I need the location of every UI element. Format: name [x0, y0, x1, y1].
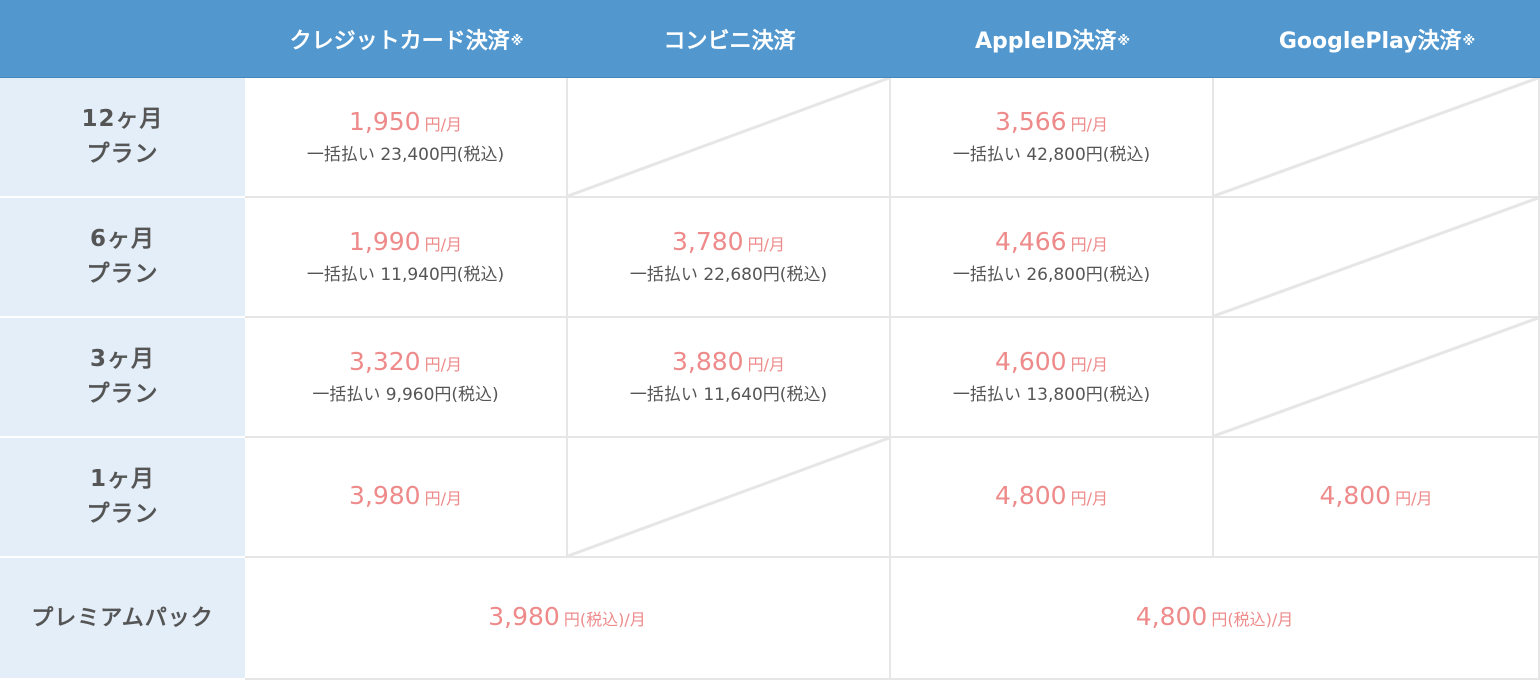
header-google-play-label: GooglePlay決済	[1278, 28, 1462, 54]
price-value: 4,800	[1135, 601, 1208, 631]
cell-1m-apple: 4,800 円/月	[891, 438, 1214, 558]
lump-sum-note: 一括払い 26,800円(税込)	[952, 264, 1151, 285]
price: 3,320 円/月	[349, 346, 462, 381]
header-apple-id: AppleID決済 ※	[891, 0, 1214, 78]
price-unit: 円/月	[1070, 114, 1108, 134]
header-apple-id-note-mark: ※	[1117, 34, 1131, 49]
lump-sum-note: 一括払い 13,800円(税込)	[952, 384, 1151, 405]
unavailable-diagonal	[568, 78, 889, 196]
cell-premium-apple-google: 4,800 円(税込)/月	[891, 558, 1540, 680]
cell-1m-google: 4,800 円/月	[1214, 438, 1540, 558]
price: 3,780 円/月	[672, 226, 785, 261]
unavailable-diagonal	[1214, 78, 1538, 196]
row-header-plan: プラン	[86, 141, 159, 167]
price-value: 3,320	[349, 346, 421, 376]
header-credit-card-note-mark: ※	[510, 34, 524, 49]
price: 3,880 円/月	[672, 346, 785, 381]
price: 3,566 円/月	[995, 106, 1108, 141]
price-unit: 円/月	[424, 354, 462, 374]
price-unit: 円/月	[747, 234, 785, 254]
header-corner-cell	[0, 0, 245, 78]
price: 4,600 円/月	[995, 346, 1108, 381]
price-value: 3,880	[672, 346, 744, 376]
price-unit: 円/月	[1070, 354, 1108, 374]
row-header-term: 3ヶ月	[89, 346, 155, 372]
unavailable-diagonal	[1214, 198, 1538, 316]
lump-sum-note: 一括払い 23,400円(税込)	[306, 144, 505, 165]
header-credit-card: クレジットカード決済 ※	[245, 0, 568, 78]
cell-12m-google-unavailable	[1214, 78, 1540, 198]
header-convenience-store-label: コンビニ決済	[663, 28, 796, 54]
price: 3,980 円/月	[349, 480, 462, 515]
row-header-plan: プラン	[86, 501, 159, 527]
price: 3,980 円(税込)/月	[488, 601, 645, 636]
price: 4,800 円(税込)/月	[1136, 601, 1293, 636]
price: 4,466 円/月	[995, 226, 1108, 261]
price-value: 3,566	[995, 106, 1067, 136]
price-unit: 円/月	[1070, 234, 1108, 254]
price: 4,800 円/月	[995, 480, 1108, 515]
row-header-1-month: 1ヶ月 プラン	[0, 438, 245, 558]
row-header-term: 6ヶ月	[89, 226, 155, 252]
price-unit: 円/月	[1395, 488, 1433, 508]
row-header-plan: プラン	[86, 381, 159, 407]
price-value: 3,980	[349, 480, 421, 510]
row-header-premium-pack: プレミアムパック	[0, 558, 245, 680]
price-unit: 円/月	[1070, 488, 1108, 508]
price: 1,950 円/月	[349, 106, 462, 141]
cell-3m-convenience: 3,880 円/月 一括払い 11,640円(税込)	[568, 318, 891, 438]
cell-12m-apple: 3,566 円/月 一括払い 42,800円(税込)	[891, 78, 1214, 198]
lump-sum-note: 一括払い 42,800円(税込)	[952, 144, 1151, 165]
price-unit: 円/月	[424, 114, 462, 134]
price-unit: 円(税込)/月	[563, 609, 646, 629]
price-unit: 円/月	[424, 234, 462, 254]
header-google-play: GooglePlay決済 ※	[1214, 0, 1540, 78]
cell-3m-apple: 4,600 円/月 一括払い 13,800円(税込)	[891, 318, 1214, 438]
header-google-play-note-mark: ※	[1462, 34, 1476, 49]
cell-12m-credit: 1,950 円/月 一括払い 23,400円(税込)	[245, 78, 568, 198]
row-header-6-months: 6ヶ月 プラン	[0, 198, 245, 318]
price-value: 4,466	[995, 226, 1067, 256]
cell-12m-convenience-unavailable	[568, 78, 891, 198]
lump-sum-note: 一括払い 22,680円(税込)	[629, 264, 828, 285]
header-apple-id-label: AppleID決済	[974, 28, 1117, 54]
price-unit: 円(税込)/月	[1211, 609, 1294, 629]
cell-6m-convenience: 3,780 円/月 一括払い 22,680円(税込)	[568, 198, 891, 318]
row-header-3-months: 3ヶ月 プラン	[0, 318, 245, 438]
unavailable-diagonal	[568, 438, 889, 556]
price-value: 4,600	[995, 346, 1067, 376]
price-value: 4,800	[1319, 480, 1392, 510]
price-value: 4,800	[995, 480, 1067, 510]
price-value: 1,950	[349, 106, 421, 136]
lump-sum-note: 一括払い 11,640円(税込)	[629, 384, 828, 405]
price-value: 3,980	[488, 601, 560, 631]
row-header-plan: プラン	[86, 261, 159, 287]
cell-3m-credit: 3,320 円/月 一括払い 9,960円(税込)	[245, 318, 568, 438]
premium-pack-label: プレミアムパック	[31, 605, 214, 631]
cell-1m-credit: 3,980 円/月	[245, 438, 568, 558]
row-header-12-months: 12ヶ月 プラン	[0, 78, 245, 198]
unavailable-diagonal	[1214, 318, 1538, 436]
header-convenience-store: コンビニ決済	[568, 0, 891, 78]
price-value: 3,780	[672, 226, 744, 256]
price-value: 1,990	[349, 226, 421, 256]
price: 4,800 円/月	[1320, 480, 1433, 515]
cell-3m-google-unavailable	[1214, 318, 1540, 438]
price: 1,990 円/月	[349, 226, 462, 261]
cell-6m-google-unavailable	[1214, 198, 1540, 318]
row-header-term: 1ヶ月	[89, 466, 155, 492]
price-unit: 円/月	[424, 488, 462, 508]
price-unit: 円/月	[747, 354, 785, 374]
cell-1m-convenience-unavailable	[568, 438, 891, 558]
cell-6m-apple: 4,466 円/月 一括払い 26,800円(税込)	[891, 198, 1214, 318]
lump-sum-note: 一括払い 11,940円(税込)	[306, 264, 505, 285]
cell-6m-credit: 1,990 円/月 一括払い 11,940円(税込)	[245, 198, 568, 318]
header-credit-card-label: クレジットカード決済	[289, 28, 510, 54]
lump-sum-note: 一括払い 9,960円(税込)	[312, 384, 499, 405]
cell-premium-credit-convenience: 3,980 円(税込)/月	[245, 558, 891, 680]
row-header-term: 12ヶ月	[81, 106, 164, 132]
